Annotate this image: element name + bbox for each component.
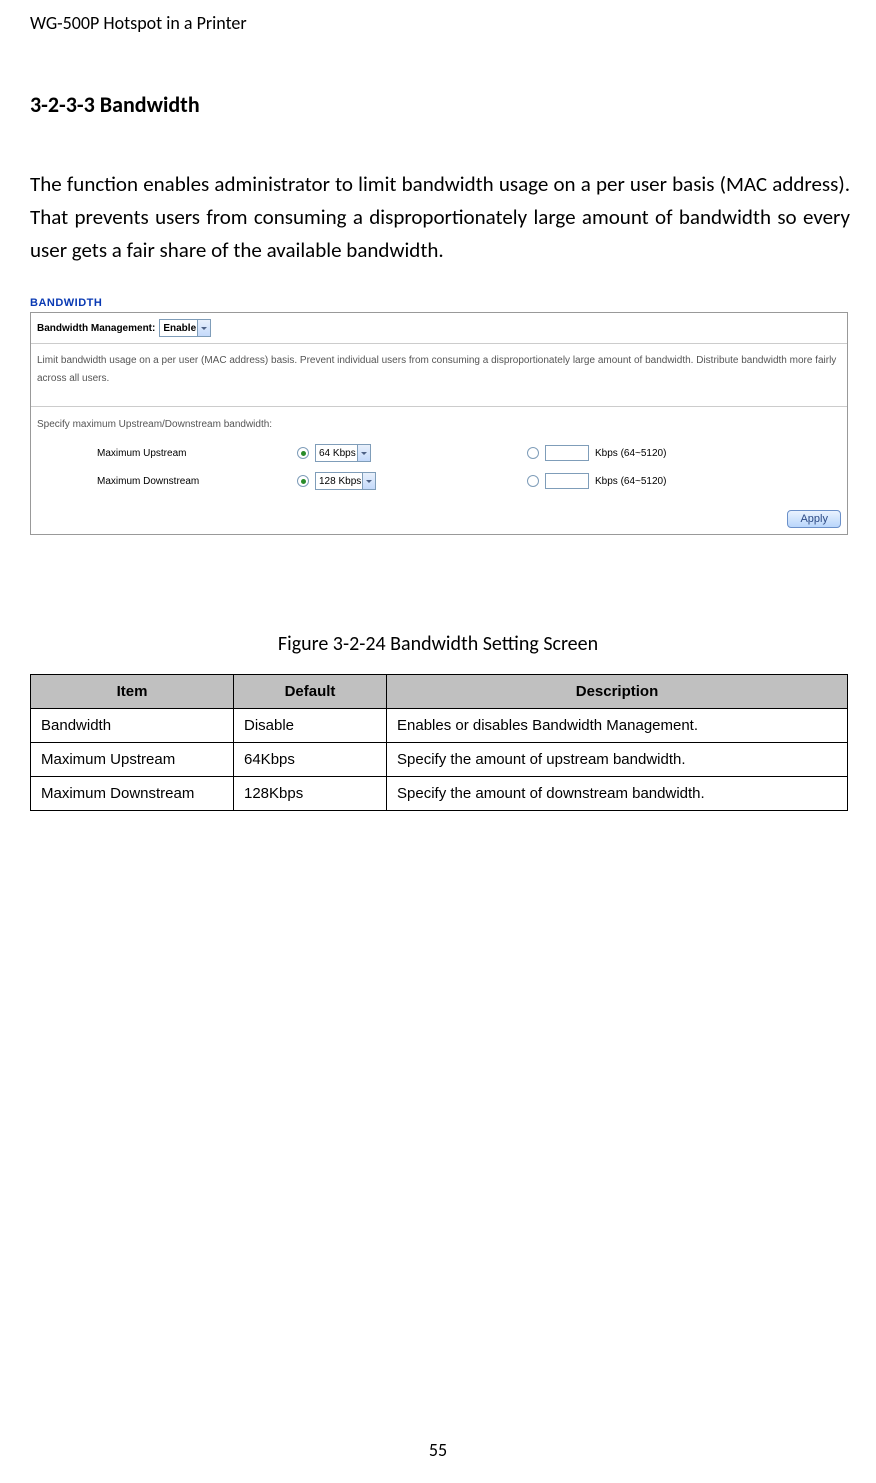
- table-row: Maximum Downstream 128Kbps Specify the a…: [31, 777, 848, 811]
- table-row: Bandwidth Disable Enables or disables Ba…: [31, 709, 848, 743]
- upstream-range: Kbps (64~5120): [595, 448, 666, 459]
- th-item: Item: [31, 675, 234, 709]
- downstream-range: Kbps (64~5120): [595, 476, 666, 487]
- td-desc: Enables or disables Bandwidth Management…: [387, 709, 848, 743]
- downstream-label: Maximum Downstream: [37, 476, 297, 487]
- downstream-select[interactable]: 128 Kbps: [315, 472, 376, 490]
- chevron-down-icon: [362, 473, 375, 489]
- intro-paragraph: The function enables administrator to li…: [30, 168, 850, 267]
- spec-grid: Maximum Upstream 64 Kbps Kbps (64~5120) …: [37, 444, 841, 490]
- td-default: 128Kbps: [234, 777, 387, 811]
- upstream-select[interactable]: 64 Kbps: [315, 444, 371, 462]
- td-desc: Specify the amount of downstream bandwid…: [387, 777, 848, 811]
- management-label: Bandwidth Management:: [37, 323, 155, 334]
- td-item: Maximum Upstream: [31, 743, 234, 777]
- panel-description: Limit bandwidth usage on a per user (MAC…: [31, 344, 847, 407]
- upstream-preset-radio[interactable]: [297, 447, 309, 459]
- upstream-option-preset: 64 Kbps: [297, 444, 527, 462]
- upstream-label: Maximum Upstream: [37, 448, 297, 459]
- downstream-custom-radio[interactable]: [527, 475, 539, 487]
- td-item: Bandwidth: [31, 709, 234, 743]
- upstream-option-custom: Kbps (64~5120): [527, 445, 817, 461]
- page-header: WG-500P Hotspot in a Printer: [30, 12, 247, 34]
- downstream-option-preset: 128 Kbps: [297, 472, 527, 490]
- management-row: Bandwidth Management: Enable: [31, 313, 847, 344]
- spec-caption: Specify maximum Upstream/Downstream band…: [37, 419, 841, 430]
- downstream-custom-input[interactable]: [545, 473, 589, 489]
- upstream-select-value: 64 Kbps: [319, 448, 356, 459]
- management-select-value: Enable: [163, 323, 196, 334]
- page-number: 55: [0, 1439, 876, 1461]
- table-header-row: Item Default Description: [31, 675, 848, 709]
- figure-caption: Figure 3-2-24 Bandwidth Setting Screen: [0, 632, 876, 656]
- chevron-down-icon: [357, 445, 370, 461]
- td-desc: Specify the amount of upstream bandwidth…: [387, 743, 848, 777]
- th-default: Default: [234, 675, 387, 709]
- upstream-custom-radio[interactable]: [527, 447, 539, 459]
- th-description: Description: [387, 675, 848, 709]
- panel-title: BANDWIDTH: [30, 297, 848, 309]
- td-default: 64Kbps: [234, 743, 387, 777]
- spec-block: Specify maximum Upstream/Downstream band…: [31, 407, 847, 506]
- apply-row: Apply: [31, 506, 847, 534]
- upstream-custom-input[interactable]: [545, 445, 589, 461]
- td-default: Disable: [234, 709, 387, 743]
- panel-box: Bandwidth Management: Enable Limit bandw…: [30, 312, 848, 535]
- td-item: Maximum Downstream: [31, 777, 234, 811]
- downstream-preset-radio[interactable]: [297, 475, 309, 487]
- table-row: Maximum Upstream 64Kbps Specify the amou…: [31, 743, 848, 777]
- downstream-option-custom: Kbps (64~5120): [527, 473, 817, 489]
- section-heading: 3-2-3-3 Bandwidth: [30, 91, 200, 118]
- downstream-select-value: 128 Kbps: [319, 476, 361, 487]
- management-select[interactable]: Enable: [159, 319, 211, 337]
- apply-button[interactable]: Apply: [787, 510, 841, 528]
- chevron-down-icon: [197, 320, 210, 336]
- parameter-table: Item Default Description Bandwidth Disab…: [30, 674, 848, 811]
- bandwidth-panel: BANDWIDTH Bandwidth Management: Enable L…: [30, 297, 848, 535]
